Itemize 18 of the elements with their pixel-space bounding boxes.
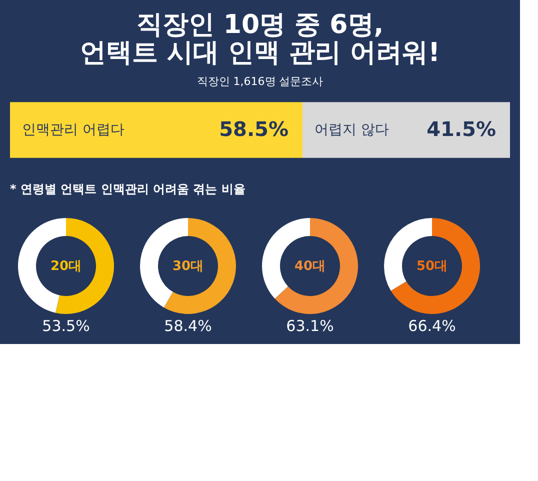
donut-slice: [164, 218, 236, 314]
data-label: 58.4%: [164, 317, 212, 335]
slice-label: 40대: [294, 259, 326, 274]
slice-label: 20대: [50, 259, 82, 274]
chart-subtitle: 직장인 1,616명 설문조사: [196, 75, 324, 88]
data-label: 66.4%: [408, 317, 456, 335]
data-label: 41.5%: [426, 117, 496, 141]
data-label: 63.1%: [286, 317, 334, 335]
donut-slice: [390, 218, 480, 314]
data-label: 53.5%: [42, 317, 90, 335]
donut-slice: [274, 218, 358, 314]
series-label: 인맥관리 어렵다: [22, 122, 124, 138]
text: * 연령별 언택트 인맥관리 어려움 겪는 비율: [10, 182, 246, 196]
slice-label: 30대: [172, 259, 204, 274]
series-label: 어렵지 않다: [314, 122, 389, 138]
data-label: 58.5%: [219, 117, 288, 141]
slice-label: 50대: [416, 259, 448, 274]
chart-title: 직장인 10명 중 6명, 언택트 시대 인맥 관리 어려워!: [80, 10, 440, 68]
